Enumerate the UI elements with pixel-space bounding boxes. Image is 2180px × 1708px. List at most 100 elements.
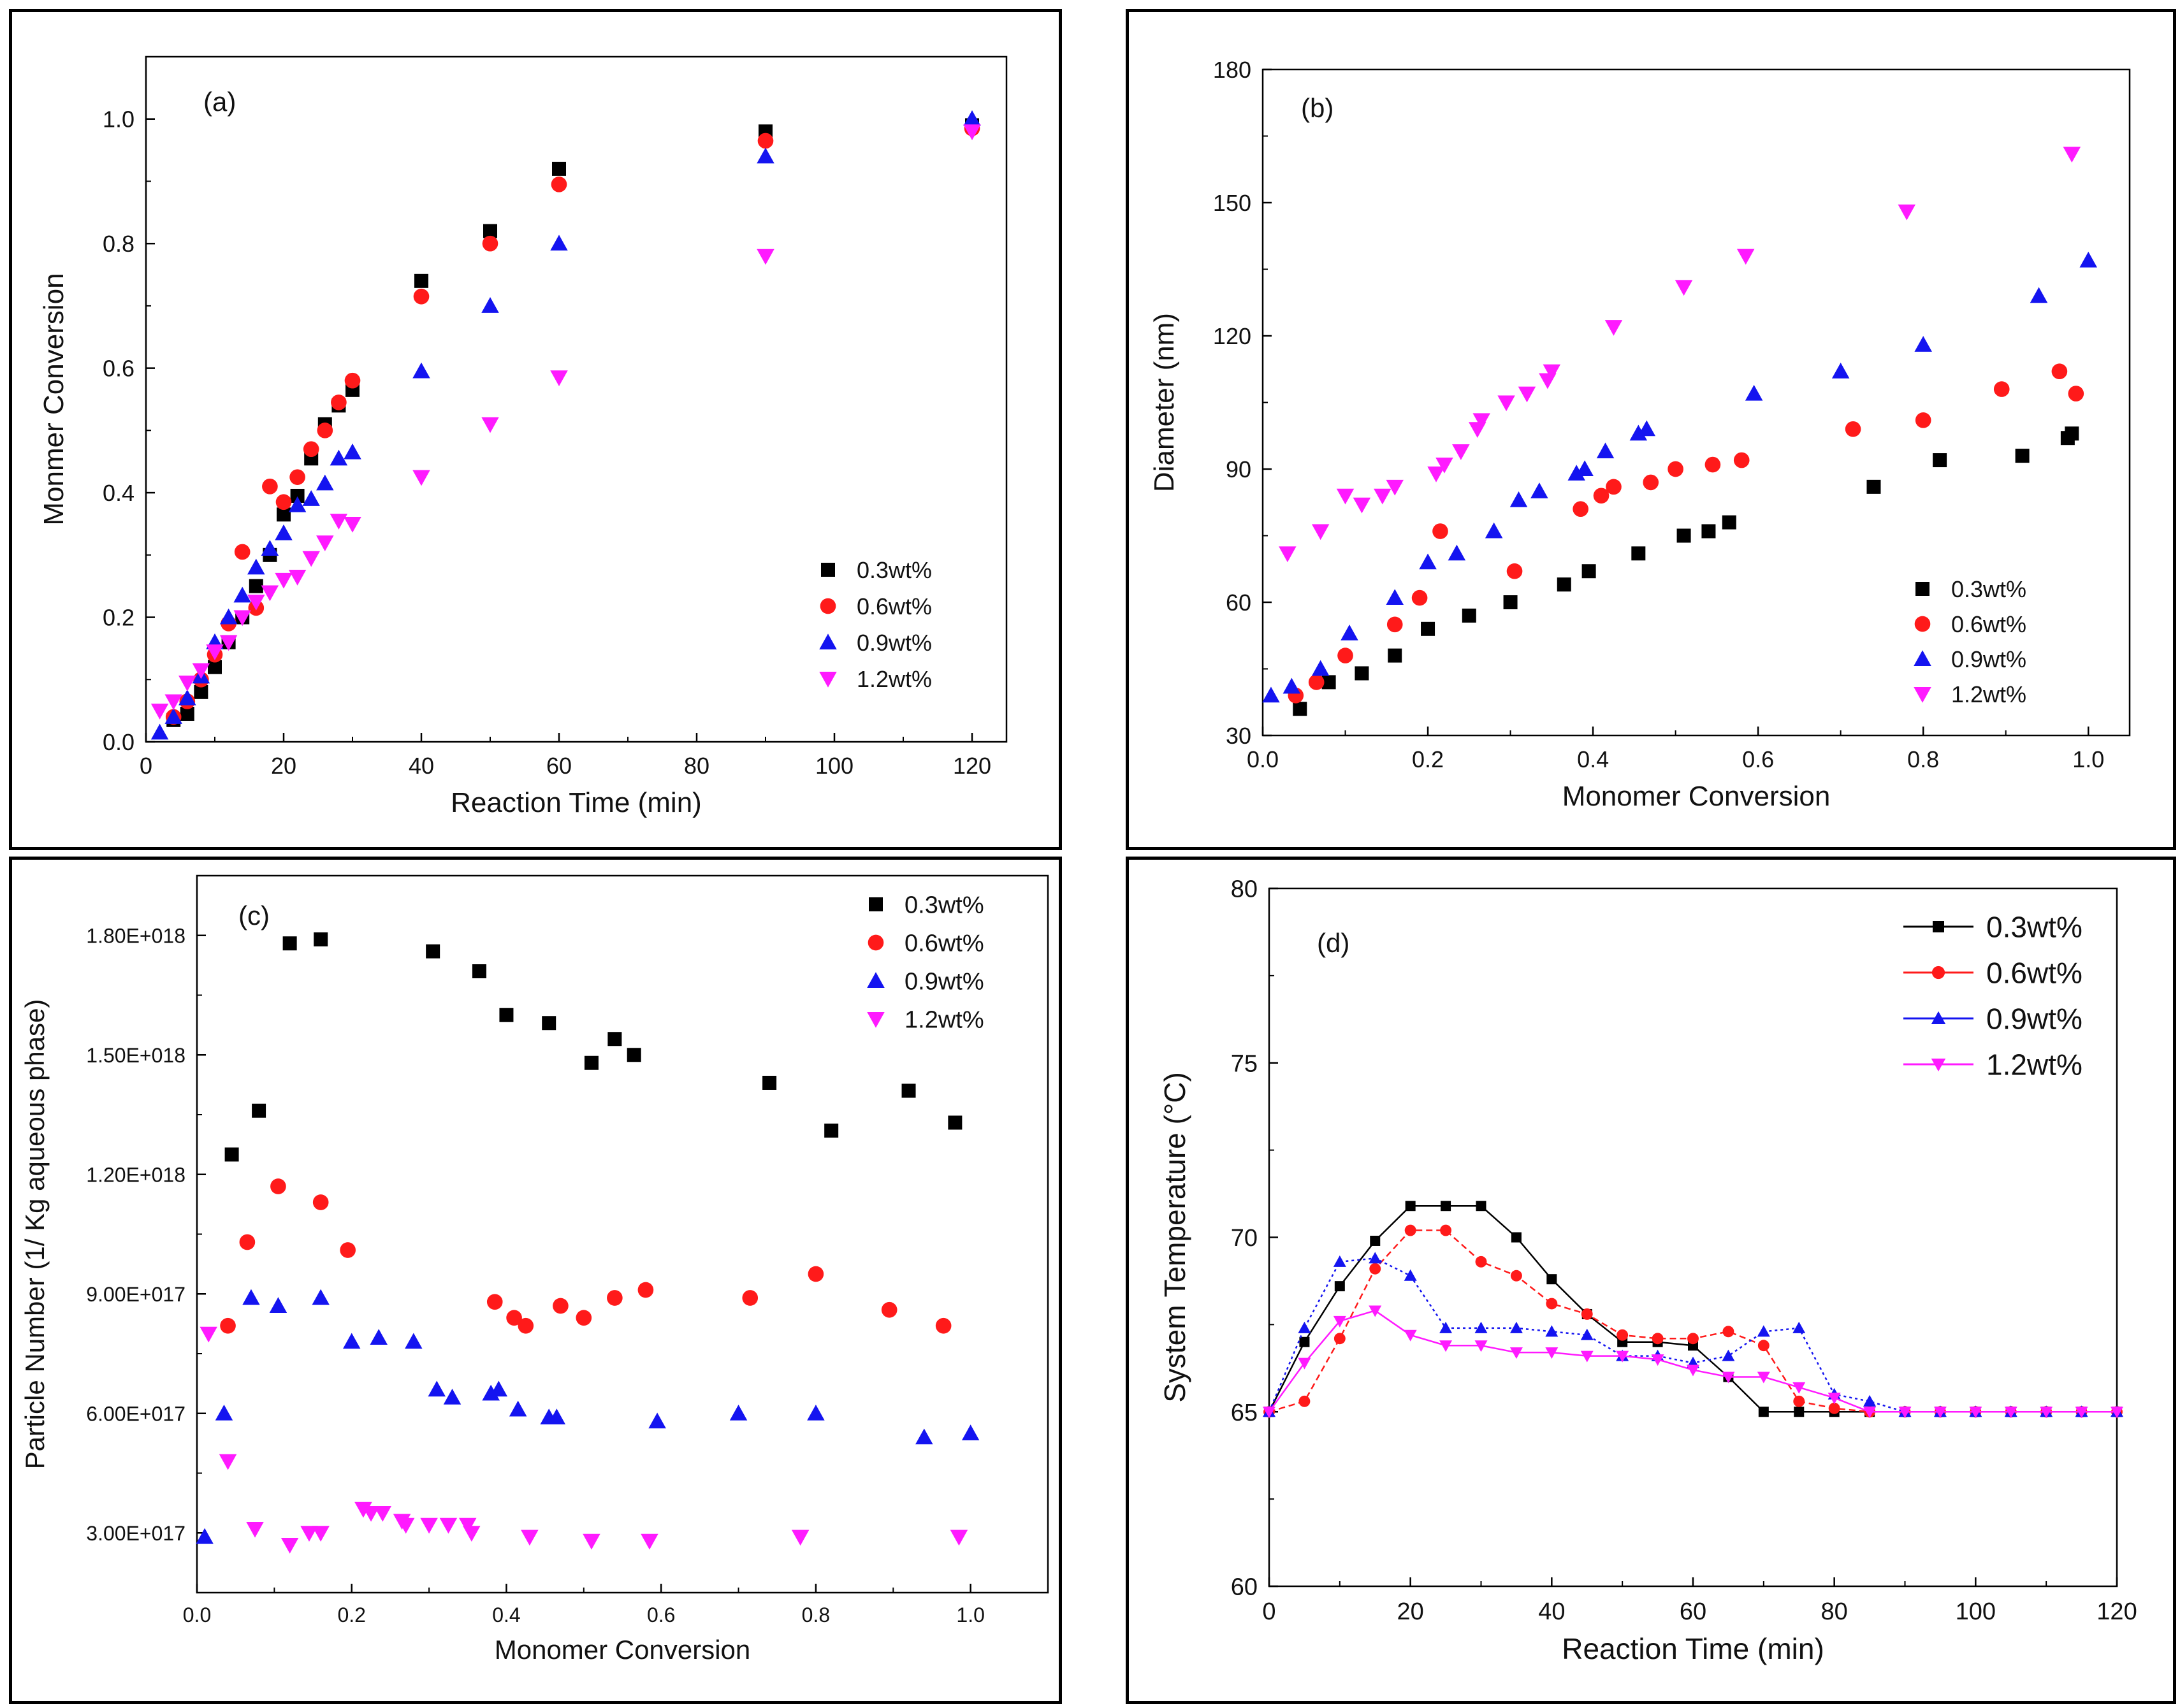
data-point bbox=[463, 1526, 481, 1542]
plot-frame bbox=[145, 55, 1008, 743]
series-line bbox=[1268, 1229, 2117, 1413]
data-point bbox=[548, 1408, 566, 1424]
data-point bbox=[1722, 515, 1736, 530]
x-tick-label: 120 bbox=[953, 753, 991, 779]
data-point bbox=[1580, 1328, 1594, 1340]
data-point bbox=[261, 585, 279, 602]
legend-label: 0.9wt% bbox=[1951, 646, 2026, 672]
data-point bbox=[1831, 362, 1850, 379]
data-point bbox=[637, 1282, 654, 1298]
data-point bbox=[1793, 1395, 1805, 1407]
data-point bbox=[150, 723, 169, 740]
legend-marker bbox=[867, 972, 885, 988]
data-point bbox=[641, 1533, 658, 1550]
legend: 0.3wt% 0.6wt% 0.9wt% 1.2wt% bbox=[1914, 576, 2026, 707]
data-point bbox=[196, 1528, 214, 1544]
legend-entry: 0.6wt% bbox=[1914, 611, 2026, 637]
legend-marker bbox=[1915, 582, 1929, 596]
data-point bbox=[302, 551, 320, 567]
data-point bbox=[208, 660, 222, 674]
y-tick-label: 60 bbox=[1231, 1574, 1258, 1601]
data-point bbox=[576, 1310, 592, 1326]
data-point bbox=[200, 1326, 217, 1343]
data-point bbox=[300, 1526, 318, 1542]
data-point bbox=[316, 535, 334, 552]
data-point bbox=[518, 1317, 534, 1334]
data-point bbox=[950, 1530, 968, 1546]
legend-marker bbox=[819, 633, 837, 649]
data-point bbox=[1518, 386, 1536, 403]
data-point bbox=[963, 110, 981, 126]
data-point bbox=[302, 490, 320, 506]
data-point bbox=[1863, 1394, 1877, 1407]
y-tick-label: 90 bbox=[1226, 456, 1251, 482]
data-point bbox=[2079, 251, 2097, 268]
data-point bbox=[1308, 674, 1325, 690]
data-point bbox=[362, 1506, 380, 1522]
x-tick-label: 20 bbox=[1397, 1598, 1424, 1625]
x-tick-label: 60 bbox=[1680, 1598, 1706, 1625]
data-point bbox=[1421, 621, 1435, 636]
data-point bbox=[246, 1522, 264, 1538]
data-point bbox=[1336, 488, 1355, 505]
data-point bbox=[2015, 449, 2030, 463]
y-tick-label: 1.20E+018 bbox=[86, 1163, 185, 1186]
data-point bbox=[551, 177, 567, 192]
data-point bbox=[1617, 1329, 1629, 1341]
legend: 0.3wt% 0.6wt% 0.9wt% 1.2wt% bbox=[867, 892, 984, 1034]
data-point bbox=[1722, 1326, 1734, 1338]
y-tick-label: 1.0 bbox=[103, 106, 134, 133]
data-point bbox=[269, 1297, 287, 1313]
data-point bbox=[1675, 280, 1693, 296]
data-point bbox=[915, 1428, 933, 1445]
x-tick-label: 40 bbox=[1538, 1598, 1565, 1625]
series-0.6wt% bbox=[1288, 363, 2084, 704]
data-point bbox=[757, 249, 774, 265]
x-tick-label: 0.2 bbox=[1412, 746, 1444, 772]
legend-marker bbox=[1931, 1011, 1946, 1024]
data-point bbox=[1933, 453, 1947, 468]
x-tick-label: 0.8 bbox=[802, 1603, 830, 1626]
data-point bbox=[288, 570, 307, 586]
data-point bbox=[1676, 528, 1691, 543]
legend-entry: 0.6wt% bbox=[820, 593, 932, 619]
data-point bbox=[1866, 479, 1881, 494]
data-point bbox=[413, 288, 430, 305]
data-point bbox=[1606, 479, 1622, 495]
data-point bbox=[757, 133, 774, 149]
data-point bbox=[1337, 648, 1353, 663]
data-point bbox=[1704, 456, 1721, 473]
y-tick-label: 1.80E+018 bbox=[86, 924, 185, 947]
data-point bbox=[370, 1329, 388, 1345]
data-point bbox=[584, 1055, 599, 1070]
data-point bbox=[1757, 1371, 1770, 1384]
data-point bbox=[483, 224, 497, 238]
legend-label: 0.6wt% bbox=[905, 930, 984, 957]
series-1.2wt% bbox=[200, 1326, 968, 1554]
y-axis-label: Particle Number (1/ Kg aqueous phase) bbox=[20, 999, 50, 1470]
x-tick-label: 0.0 bbox=[183, 1603, 211, 1626]
data-point bbox=[1969, 1407, 1982, 1419]
data-point bbox=[1629, 424, 1648, 441]
data-point bbox=[1279, 546, 1297, 563]
data-point bbox=[1616, 1350, 1629, 1363]
data-point bbox=[312, 1289, 330, 1305]
data-point bbox=[1557, 577, 1571, 592]
panel-label: (b) bbox=[1301, 93, 1333, 123]
data-point bbox=[330, 449, 348, 466]
data-point bbox=[1567, 465, 1585, 481]
data-point bbox=[1687, 1364, 1699, 1377]
data-point bbox=[1631, 546, 1646, 561]
data-point bbox=[312, 1194, 329, 1210]
data-point bbox=[428, 1380, 446, 1397]
data-point bbox=[275, 572, 293, 589]
data-point bbox=[1509, 1321, 1523, 1333]
data-point bbox=[374, 1506, 392, 1522]
data-point bbox=[1476, 1201, 1486, 1212]
x-tick-label: 120 bbox=[2096, 1598, 2137, 1625]
data-point bbox=[824, 1124, 839, 1138]
data-point bbox=[1757, 1325, 1770, 1337]
legend-marker bbox=[1931, 1059, 1946, 1072]
y-tick-label: 0.4 bbox=[103, 480, 134, 506]
x-tick-label: 20 bbox=[271, 753, 296, 779]
